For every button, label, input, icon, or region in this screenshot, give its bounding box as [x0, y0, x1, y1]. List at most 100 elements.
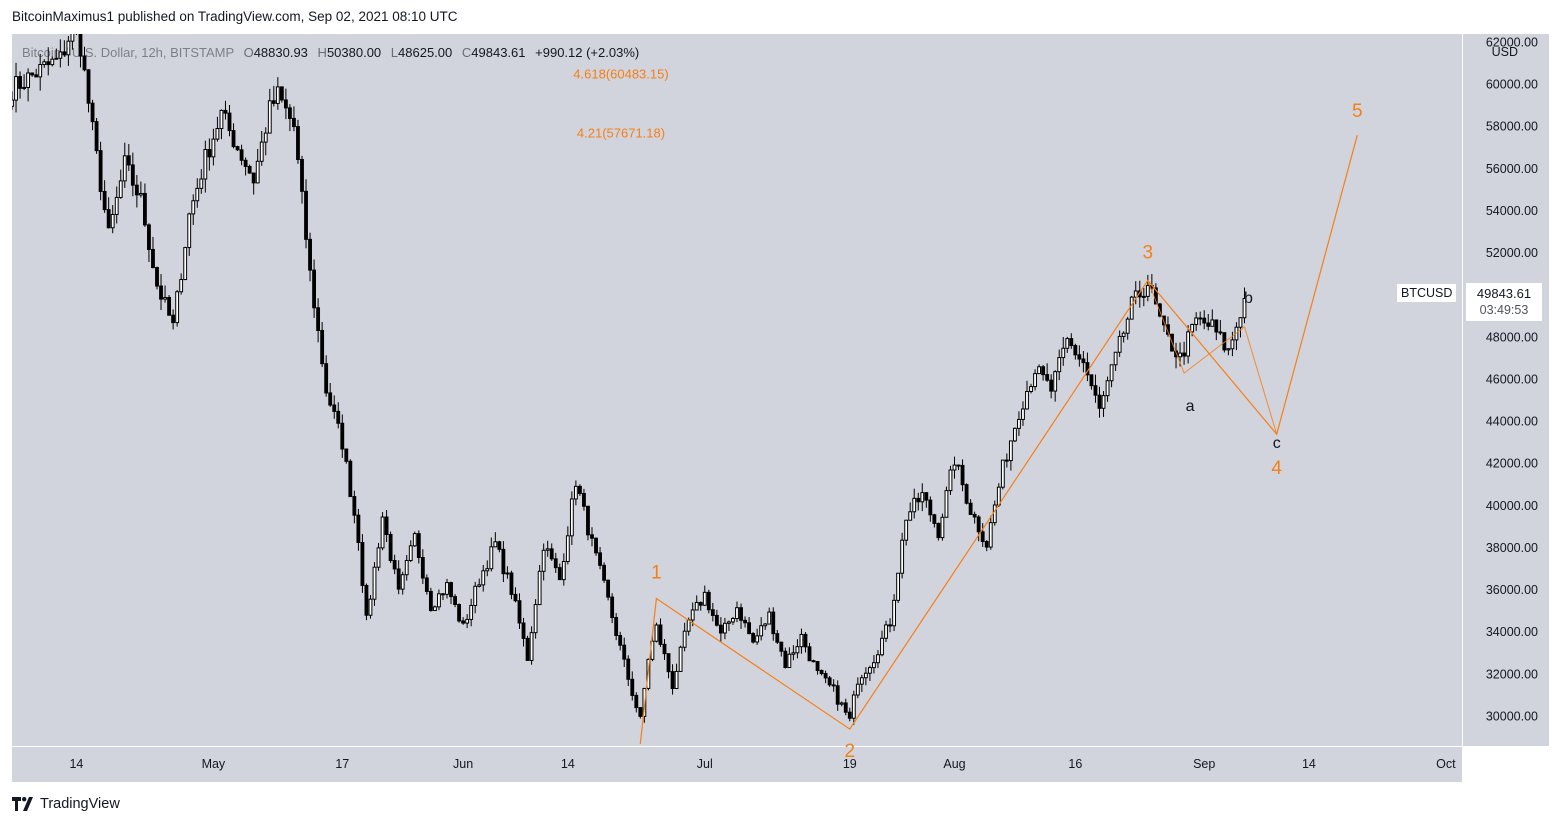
candle-up	[1008, 440, 1013, 462]
plot-background	[12, 34, 1462, 746]
candle-up	[469, 605, 474, 620]
chart-area[interactable]: 62000.00 60000.00 58000.00 56000.00 54000.00…	[12, 34, 1549, 782]
price-tick-label: 38000.00	[1486, 541, 1538, 555]
candle-up	[876, 654, 880, 664]
candle-down	[243, 159, 248, 167]
candle-down	[779, 641, 784, 652]
candle-down	[956, 464, 961, 467]
candle-up	[908, 511, 913, 521]
low-key: L	[390, 45, 399, 60]
candle-down	[328, 392, 333, 406]
candle-down	[251, 172, 256, 184]
candle-up	[1061, 347, 1066, 359]
candle-down	[666, 653, 671, 673]
candle-up	[529, 632, 534, 661]
candle-up	[219, 109, 224, 130]
candle-down	[662, 643, 667, 655]
candle-up	[412, 533, 417, 547]
candle-up	[561, 561, 566, 581]
candle-up	[900, 539, 905, 574]
time-tick-label: 14	[1302, 757, 1316, 771]
candle-up	[1141, 295, 1146, 298]
candle-down	[823, 673, 828, 679]
fib-level-label: 4.618(60483.15)	[573, 66, 668, 81]
open-value: 48830.93	[253, 45, 308, 60]
price-tick-label: 62000.00	[1486, 35, 1538, 49]
time-tick-label: Sep	[1193, 757, 1215, 771]
candle-up	[485, 568, 490, 572]
candle-down	[283, 99, 288, 109]
candle-down	[46, 61, 51, 66]
candle-up	[267, 100, 272, 134]
price-chart[interactable]: 62000.00 60000.00 58000.00 56000.00 54000.00…	[12, 34, 1549, 782]
candle-up	[445, 582, 449, 595]
candle-down	[134, 184, 139, 196]
candle-up	[1057, 357, 1062, 373]
wave-label-4: 4	[1271, 458, 1282, 479]
candle-down	[771, 611, 776, 635]
candle-up	[376, 547, 381, 568]
candle-up	[767, 611, 772, 625]
candle-down	[1218, 331, 1223, 334]
candle-up	[795, 646, 800, 654]
candle-up	[1226, 348, 1231, 351]
candle-up	[799, 633, 804, 648]
candle-up	[731, 617, 735, 623]
candle-up	[537, 570, 542, 606]
candle-down	[1153, 287, 1158, 305]
price-scale-background	[1462, 34, 1549, 746]
price-tick-label: 42000.00	[1486, 457, 1538, 471]
candle-down	[223, 109, 228, 114]
candle-down	[984, 541, 989, 548]
candle-down	[1206, 322, 1211, 327]
candle-down	[614, 617, 619, 636]
candle-up	[1238, 317, 1243, 328]
candle-up	[565, 535, 570, 563]
candle-down	[964, 484, 969, 504]
candle-up	[1133, 290, 1138, 298]
candle-up	[678, 646, 683, 672]
candle-down	[598, 552, 602, 566]
candle-up	[179, 279, 184, 293]
candle-down	[90, 102, 95, 123]
candle-up	[400, 574, 405, 590]
candle-down	[388, 534, 393, 562]
publisher-line: BitcoinMaximus1 published on TradingView…	[12, 9, 458, 24]
subwave-label-b: b	[1244, 290, 1253, 307]
candle-down	[622, 644, 627, 660]
candle-up	[1021, 408, 1025, 420]
candle-up	[1194, 317, 1199, 325]
candle-down	[831, 684, 836, 687]
candle-down	[706, 591, 711, 611]
time-tick-label: Jun	[453, 757, 473, 771]
candle-up	[1025, 390, 1029, 410]
close-value: 49843.61	[471, 45, 526, 60]
candle-up	[372, 566, 377, 600]
symbol-description[interactable]: Bitcoin / U.S. Dollar, 12h, BITSTAMP	[22, 45, 234, 60]
candle-down	[171, 314, 176, 324]
candle-down	[247, 165, 252, 174]
candle-up	[12, 99, 14, 107]
candle-down	[78, 34, 83, 57]
candle-up	[1017, 418, 1021, 429]
candle-down	[167, 297, 171, 316]
time-tick-label: 19	[843, 757, 857, 771]
candle-down	[420, 557, 425, 579]
candle-up	[545, 548, 550, 551]
candle-down	[30, 72, 35, 76]
candle-up	[573, 485, 578, 500]
candle-down	[1214, 319, 1219, 333]
candle-up	[920, 492, 925, 503]
candle-down	[292, 117, 296, 128]
candle-up	[175, 291, 180, 324]
candle-up	[380, 516, 385, 549]
candle-up	[940, 516, 945, 539]
candle-down	[308, 238, 312, 271]
candle-down	[360, 542, 365, 586]
candle-down	[634, 694, 639, 709]
candle-down	[235, 146, 240, 151]
candle-up	[1065, 338, 1070, 349]
candle-down	[670, 671, 675, 690]
candle-down	[811, 660, 816, 663]
footer-brand[interactable]: TradingView	[12, 794, 120, 814]
